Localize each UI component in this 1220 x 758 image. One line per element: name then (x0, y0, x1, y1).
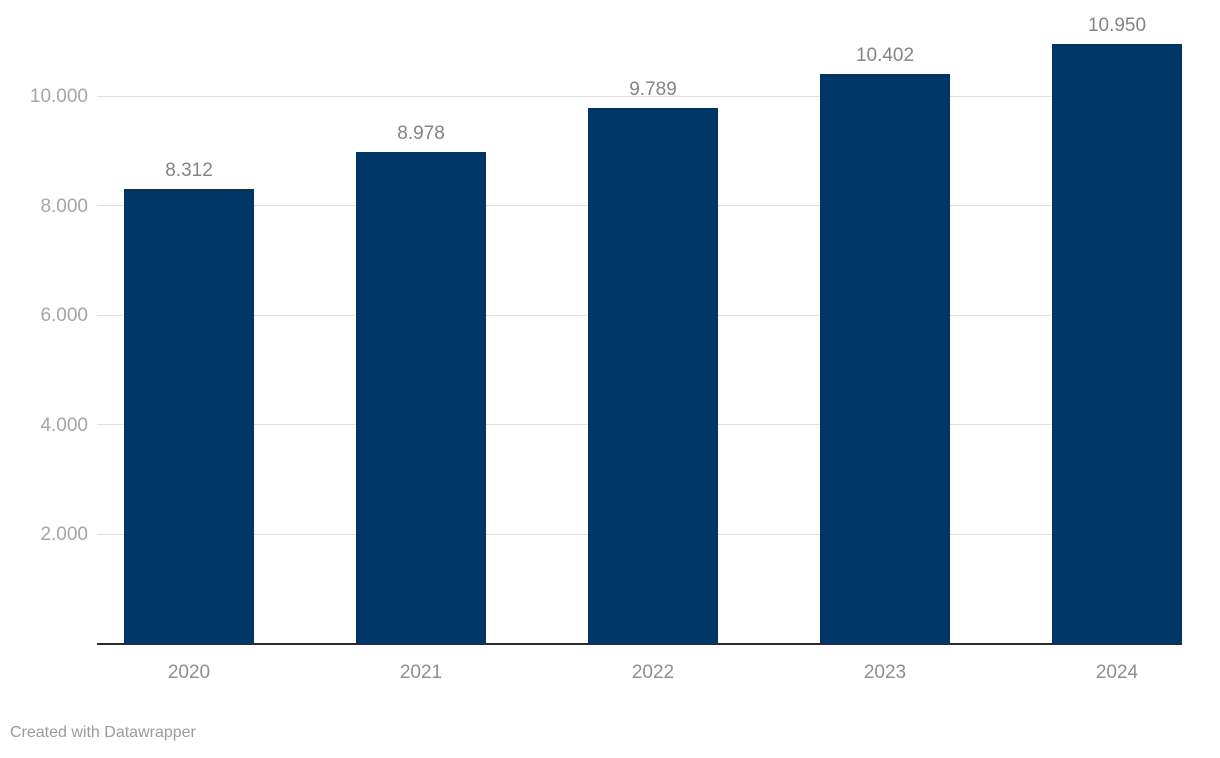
y-axis-tick-label: 8.000 (40, 195, 88, 217)
bar-value-label: 8.312 (165, 159, 213, 181)
bar-value-label: 10.402 (855, 44, 915, 66)
y-axis-tick-label: 4.000 (40, 414, 88, 436)
bar-2022 (588, 107, 718, 643)
bar-value-label: 9.789 (629, 78, 677, 100)
x-axis-tick-label: 2023 (863, 662, 907, 683)
bar-value-label: 10.950 (1087, 14, 1147, 36)
bar-2024 (1052, 43, 1182, 643)
x-axis-tick-label: 2024 (1095, 662, 1139, 683)
x-axis-tick-label: 2020 (167, 662, 211, 683)
datawrapper-credit-link[interactable]: Created with Datawrapper (10, 724, 196, 741)
bar-value-label: 8.978 (397, 123, 445, 144)
x-axis-tick-label: 2021 (399, 662, 443, 683)
y-axis-tick-label: 6.000 (40, 305, 88, 327)
bar-2023 (820, 73, 950, 643)
y-gridline (97, 95, 1182, 97)
y-axis-tick-label: 2.000 (40, 524, 88, 546)
y-axis-tick-label: 10.000 (29, 86, 88, 107)
x-axis-baseline (97, 643, 1182, 645)
bar-2021 (356, 152, 486, 643)
x-axis-tick-label: 2022 (631, 662, 675, 683)
bar-2020 (124, 188, 254, 643)
